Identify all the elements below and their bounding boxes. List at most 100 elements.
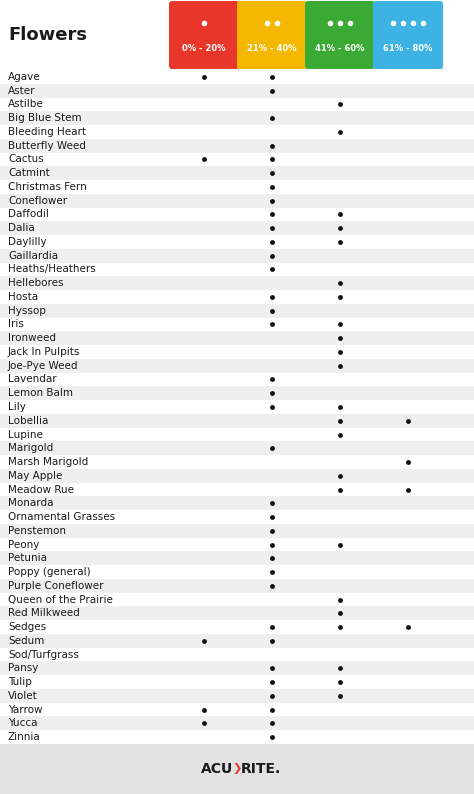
Text: Ornamental Grasses: Ornamental Grasses [8,512,115,522]
Bar [0,620,474,634]
Text: 61% - 80%: 61% - 80% [383,44,433,53]
Bar [0,744,474,794]
Bar [0,331,474,345]
Text: ❯: ❯ [232,764,242,774]
Bar [0,345,474,359]
Text: Agave: Agave [8,72,41,82]
Text: Lobellia: Lobellia [8,416,48,426]
Bar [0,70,474,83]
Bar [0,703,474,716]
FancyBboxPatch shape [169,1,239,69]
Text: Coneflower: Coneflower [8,195,67,206]
Text: Big Blue Stem: Big Blue Stem [8,113,82,123]
Bar [0,387,474,400]
Bar [0,290,474,304]
Text: Monarda: Monarda [8,499,54,508]
Bar [0,276,474,290]
Text: 21% - 40%: 21% - 40% [247,44,297,53]
Bar [0,469,474,483]
Text: Sedum: Sedum [8,636,45,646]
Bar [0,441,474,455]
Text: Iris: Iris [8,319,24,330]
Text: 41% - 60%: 41% - 60% [315,44,365,53]
Bar [0,689,474,703]
Bar [0,222,474,235]
Bar [0,661,474,675]
Bar [0,511,474,524]
Bar [0,152,474,166]
Text: Lupine: Lupine [8,430,43,440]
Bar [0,483,474,496]
Bar [0,263,474,276]
Bar [0,551,474,565]
Bar [0,359,474,372]
Bar [0,565,474,579]
Text: Butterfly Weed: Butterfly Weed [8,141,86,151]
Bar [0,675,474,689]
Bar [0,579,474,592]
Bar [0,524,474,538]
Text: Joe-Pye Weed: Joe-Pye Weed [8,360,79,371]
Text: Ironweed: Ironweed [8,333,56,343]
Text: Tulip: Tulip [8,677,32,687]
Text: Lemon Balm: Lemon Balm [8,388,73,399]
Bar [0,249,474,263]
Bar [0,207,474,222]
Bar [0,592,474,607]
Text: Queen of the Prairie: Queen of the Prairie [8,595,113,604]
Bar [0,235,474,249]
Bar [0,318,474,331]
Bar [0,372,474,387]
Text: Catmint: Catmint [8,168,50,178]
Text: ACU: ACU [201,762,233,776]
Bar [0,607,474,620]
Text: May Apple: May Apple [8,471,63,481]
Text: Meadow Rue: Meadow Rue [8,484,74,495]
Bar [0,98,474,111]
Bar [0,0,474,70]
Text: Peony: Peony [8,540,39,549]
Bar [0,125,474,139]
Text: Dalia: Dalia [8,223,35,233]
Bar [0,455,474,469]
FancyBboxPatch shape [237,1,307,69]
Text: Gaillardia: Gaillardia [8,251,58,260]
Text: Daffodil: Daffodil [8,210,49,219]
Text: Yarrow: Yarrow [8,704,43,715]
Text: RITE.: RITE. [241,762,281,776]
Text: Poppy (general): Poppy (general) [8,567,91,577]
Text: Hellebores: Hellebores [8,278,64,288]
Bar [0,496,474,511]
Bar [0,83,474,98]
Bar [0,648,474,661]
Bar [0,194,474,207]
Bar [0,414,474,428]
Bar [0,428,474,441]
FancyBboxPatch shape [305,1,375,69]
Text: Penstemon: Penstemon [8,526,66,536]
Bar [0,730,474,744]
Text: Hyssop: Hyssop [8,306,46,316]
Bar [0,716,474,730]
Text: Aster: Aster [8,86,36,95]
Text: Pansy: Pansy [8,663,38,673]
Text: Zinnia: Zinnia [8,732,41,742]
Text: Christmas Fern: Christmas Fern [8,182,87,192]
Text: Marsh Marigold: Marsh Marigold [8,457,88,467]
Bar [0,180,474,194]
Bar [0,634,474,648]
Text: Red Milkweed: Red Milkweed [8,608,80,619]
Text: Cactus: Cactus [8,154,44,164]
Text: Lily: Lily [8,402,26,412]
Text: Petunia: Petunia [8,553,47,563]
Text: Violet: Violet [8,691,38,701]
Bar [0,139,474,152]
Text: Lavendar: Lavendar [8,375,56,384]
Bar [0,400,474,414]
Bar [0,538,474,551]
Text: Daylilly: Daylilly [8,237,46,247]
FancyBboxPatch shape [373,1,443,69]
Text: Flowers: Flowers [8,26,87,44]
Text: 0% - 20%: 0% - 20% [182,44,226,53]
Text: Astilbe: Astilbe [8,99,44,110]
